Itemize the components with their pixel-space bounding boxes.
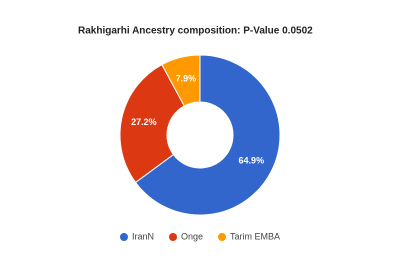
legend-label: Tarim EMBA <box>230 231 280 241</box>
slice-label: 64.9% <box>239 155 265 165</box>
slice-label: 7.9% <box>176 74 197 84</box>
legend-swatch <box>169 233 178 241</box>
legend-swatch <box>120 233 128 241</box>
legend-label: IranN <box>132 231 154 241</box>
donut-slice <box>119 63 185 184</box>
slice-label: 27.2% <box>131 117 157 127</box>
donut-slice <box>161 54 201 107</box>
legend-swatch <box>218 233 227 241</box>
donut-slice <box>134 54 281 216</box>
legend-label: Onge <box>181 231 203 241</box>
chart-title: Rakhigarhi Ancestry composition: P-Value… <box>78 26 313 37</box>
